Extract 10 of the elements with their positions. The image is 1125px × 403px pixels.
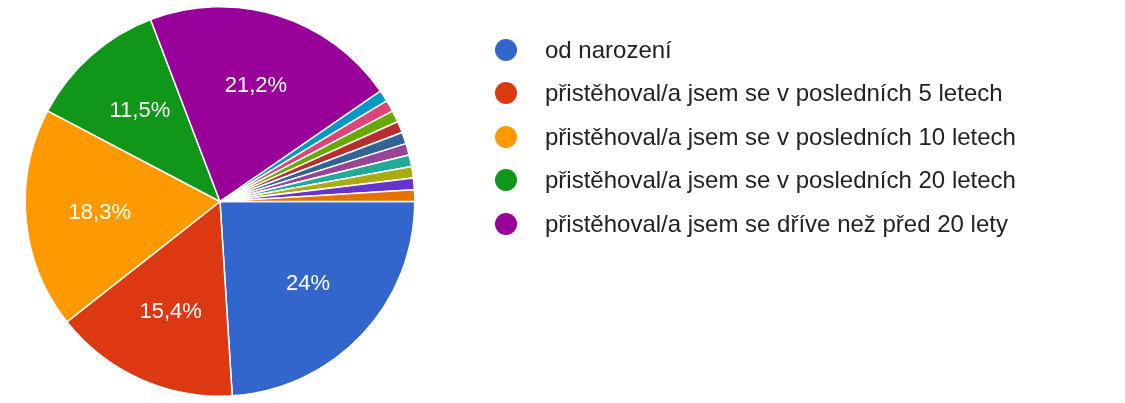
legend-label: od narození	[545, 35, 672, 64]
data-label: 15,4%	[139, 297, 202, 323]
data-label: 18,3%	[68, 198, 131, 224]
data-label: 11,5%	[109, 97, 171, 123]
legend-label: přistěhoval/a jsem se v posledních 20 letech	[545, 166, 1016, 195]
legend-label: přistěhoval/a jsem se v posledních 5 letech	[545, 79, 1003, 108]
data-label: 21,2%	[224, 72, 288, 98]
legend-label: přistěhoval/a jsem se dříve než před 20 lety	[545, 209, 1008, 238]
data-label: 24%	[286, 270, 331, 296]
legend-label: přistěhoval/a jsem se v posledních 10 letech	[545, 122, 1016, 151]
